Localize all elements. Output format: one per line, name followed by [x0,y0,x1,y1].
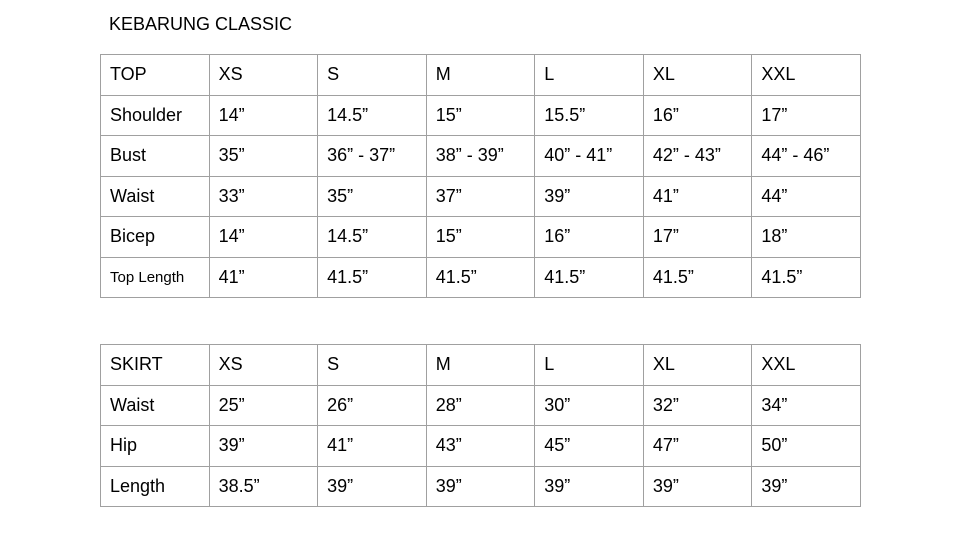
table-row: Waist 25” 26” 28” 30” 32” 34” [100,384,861,426]
header-cell: M [425,344,536,386]
row-label-cell: Top Length [100,256,210,298]
table-row: Hip 39” 41” 43” 45” 47” 50” [100,425,861,467]
table-cell: 35” [208,135,319,177]
table-cell: 42” - 43” [642,135,753,177]
table-row: Waist 33” 35” 37” 39” 41” 44” [100,175,861,217]
table-cell: 41.5” [642,256,753,298]
table-cell: 26” [317,384,427,426]
table-cell: 41.5” [317,256,427,298]
table-row: Top Length 41” 41.5” 41.5” 41.5” 41.5” 41.5” [100,256,861,298]
table-header-row: SKIRT XS S M L XL XXL [100,344,861,386]
table-cell: 30” [534,384,644,426]
table-cell: 41.5” [534,256,644,298]
header-cell: S [317,54,427,96]
row-label-cell: Bust [100,135,210,177]
header-cell: XXL [751,54,861,96]
table-cell: 50” [751,425,861,467]
header-cell: L [534,54,644,96]
header-cell: TOP [100,54,210,96]
header-cell: XL [642,54,753,96]
skirt-size-table: SKIRT XS S M L XL XXL Waist 25” 26” 28” 30” 32” 34” Hi… [100,344,861,507]
table-cell: 28” [425,384,536,426]
table-cell: 17” [642,216,753,258]
table-cell: 39” [642,465,753,507]
top-size-table: TOP XS S M L XL XXL Shoulder 14” 14.5” 15” 15.5” 16”… [100,54,861,298]
table-cell: 16” [642,94,753,136]
table-cell: 25” [208,384,319,426]
row-label-cell: Length [100,465,210,507]
table-cell: 38.5” [208,465,319,507]
row-label-cell: Shoulder [100,94,210,136]
table-cell: 41.5” [751,256,861,298]
table-cell: 15” [425,216,536,258]
table-row: Length 38.5” 39” 39” 39” 39” 39” [100,465,861,507]
header-cell: L [534,344,644,386]
table-cell: 32” [642,384,753,426]
table-cell: 14” [208,216,319,258]
table-cell: 14” [208,94,319,136]
table-cell: 15.5” [534,94,644,136]
table-cell: 14.5” [317,216,427,258]
table-row: Shoulder 14” 14.5” 15” 15.5” 16” 17” [100,94,861,136]
table-header-row: TOP XS S M L XL XXL [100,54,861,96]
page-title: KEBARUNG CLASSIC [109,14,293,34]
row-label-cell: Bicep [100,216,210,258]
row-label-cell: Waist [100,175,210,217]
row-label-cell: Hip [100,425,210,467]
table-cell: 39” [317,465,427,507]
table-cell: 17” [751,94,861,136]
table-cell: 45” [534,425,644,467]
table-cell: 34” [751,384,861,426]
table-row: Bicep 14” 14.5” 15” 16” 17” 18” [100,216,861,258]
table-cell: 37” [425,175,536,217]
table-cell: 41.5” [425,256,536,298]
header-cell: SKIRT [100,344,210,386]
header-cell: XS [208,54,319,96]
table-row: Bust 35” 36” - 37” 38” - 39” 40” - 41” 42” - … [100,135,861,177]
table-cell: 47” [642,425,753,467]
table-cell: 41” [317,425,427,467]
table-cell: 39” [751,465,861,507]
table-cell: 35” [317,175,427,217]
header-cell: M [425,54,536,96]
table-cell: 18” [751,216,861,258]
table-cell: 39” [208,425,319,467]
table-cell: 38” - 39” [425,135,536,177]
table-cell: 39” [534,465,644,507]
table-cell: 15” [425,94,536,136]
table-cell: 39” [425,465,536,507]
table-cell: 36” - 37” [317,135,427,177]
header-cell: XXL [751,344,861,386]
table-cell: 44” - 46” [751,135,861,177]
table-cell: 14.5” [317,94,427,136]
row-label-cell: Waist [100,384,210,426]
header-cell: S [317,344,427,386]
table-cell: 41” [208,256,319,298]
table-cell: 41” [642,175,753,217]
table-cell: 43” [425,425,536,467]
header-cell: XS [208,344,319,386]
table-cell: 44” [751,175,861,217]
table-cell: 40” - 41” [534,135,644,177]
header-cell: XL [642,344,753,386]
table-cell: 33” [208,175,319,217]
table-cell: 39” [534,175,644,217]
table-cell: 16” [534,216,644,258]
